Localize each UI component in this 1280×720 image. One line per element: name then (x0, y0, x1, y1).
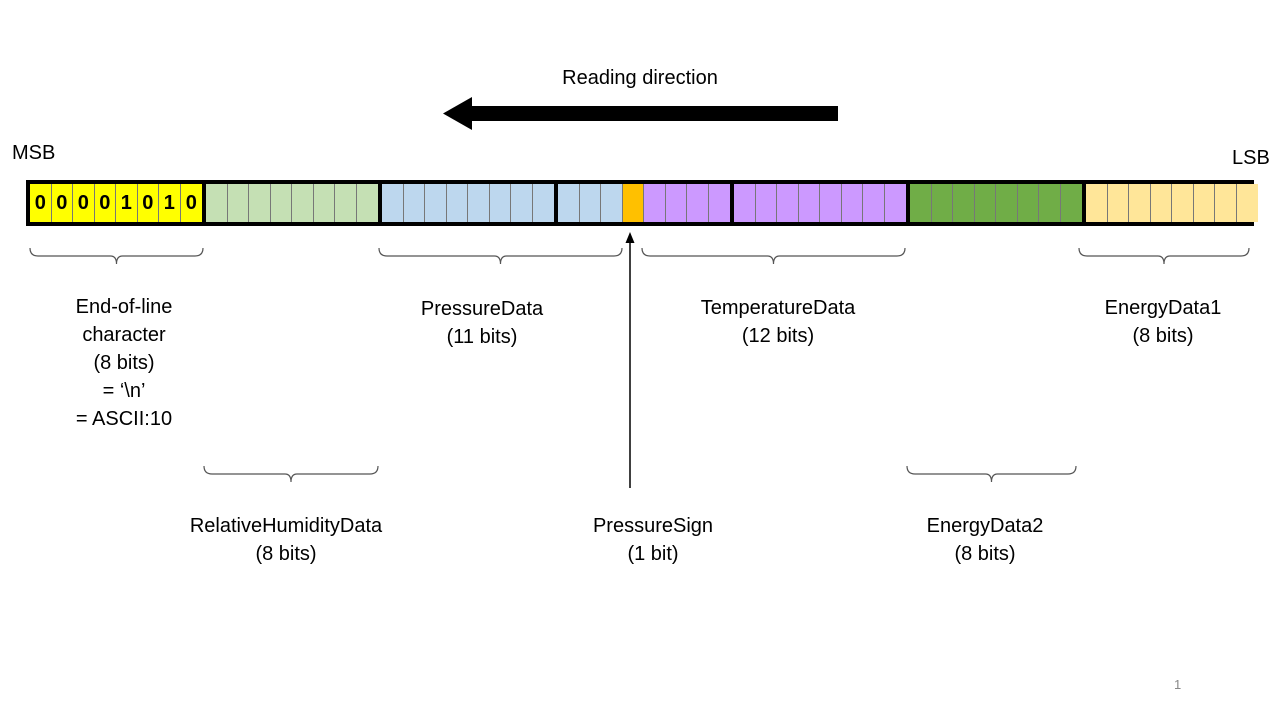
energy1-bit-cell (1107, 184, 1129, 222)
eol-label-line: End-of-line (75, 296, 173, 318)
temperature-bit-cell (863, 184, 885, 222)
msb-label: MSB (12, 142, 56, 164)
humidity-bit-cell (270, 184, 292, 222)
pressure-bit-cell (468, 184, 490, 222)
sign-label-bits: (1 bit) (627, 543, 679, 565)
sign-label: PressureSign (1 bit) (573, 512, 733, 568)
humidity-label-name: RelativeHumidityData (189, 515, 383, 537)
humidity-label: RelativeHumidityData (8 bits) (166, 512, 406, 568)
temperature-bit-cell (644, 184, 666, 222)
temperature-bit-cell (884, 184, 906, 222)
humidity-bit-cell (249, 184, 271, 222)
pressure-bit-cell (446, 184, 468, 222)
temperature-label-bits: (12 bits) (741, 325, 815, 347)
eol-label-line: (8 bits) (93, 352, 155, 374)
arrow-head (443, 97, 472, 130)
reading-direction-title: Reading direction (562, 67, 718, 89)
humidity-brace (203, 465, 379, 483)
temperature-label: TemperatureData (12 bits) (668, 294, 888, 350)
pressure-bit-cell (511, 184, 533, 222)
sign-bit-cell (622, 184, 644, 222)
humidity-bit-cell (227, 184, 249, 222)
energy1-bit-cell (1086, 184, 1108, 222)
temperature-bit-cell (755, 184, 777, 222)
energy1-bit-cell (1150, 184, 1172, 222)
eol-bit-cell: 0 (137, 184, 159, 222)
pressure-bit-cell (382, 184, 404, 222)
temperature-bit-cell (841, 184, 863, 222)
pressure-label-bits: (11 bits) (446, 326, 518, 348)
pressure-bit-cell (489, 184, 511, 222)
humidity-bit-cell (292, 184, 314, 222)
energy2-bit-cell (910, 184, 932, 222)
pressure-bit-cell (403, 184, 425, 222)
pressure-bit-cell (601, 184, 623, 222)
lsb-label: LSB (1232, 147, 1270, 169)
energy2-bit-cell (974, 184, 996, 222)
temperature-bit-cell (687, 184, 709, 222)
eol-bit-cell: 0 (73, 184, 95, 222)
energy1-label-bits: (8 bits) (1132, 325, 1194, 347)
eol-label: End-of-line character (8 bits) = ‘\n’ = … (44, 293, 204, 433)
arrow-shaft (470, 106, 838, 121)
pressure-bit-cell (425, 184, 447, 222)
eol-bit-cell: 0 (180, 184, 202, 222)
pressure-bit-cell (558, 184, 580, 222)
temperature-label-name: TemperatureData (700, 297, 856, 319)
eol-bit-cell: 1 (159, 184, 181, 222)
eol-brace (29, 247, 204, 265)
energy2-brace (906, 465, 1077, 483)
energy1-bit-cell (1236, 184, 1258, 222)
pressure-bit-cell (532, 184, 554, 222)
energy2-bit-cell (996, 184, 1018, 222)
temperature-brace (641, 247, 906, 265)
energy1-bit-cell (1172, 184, 1194, 222)
humidity-bit-cell (335, 184, 357, 222)
energy1-bit-cell (1129, 184, 1151, 222)
energy2-bit-cell (1017, 184, 1039, 222)
eol-bit-cell: 0 (51, 184, 73, 222)
eol-label-line: = ASCII:10 (75, 408, 173, 430)
energy2-bit-cell (1060, 184, 1082, 222)
eol-bit-cell: 0 (94, 184, 116, 222)
temperature-bit-cell (798, 184, 820, 222)
eol-bit-cell: 0 (30, 184, 52, 222)
eol-label-line: = ‘\n’ (102, 380, 146, 402)
page-number: 1 (1174, 677, 1182, 692)
energy2-label-bits: (8 bits) (954, 543, 1016, 565)
energy2-bit-cell (931, 184, 953, 222)
energy2-bit-cell (1039, 184, 1061, 222)
pressure-label-name: PressureData (420, 298, 544, 320)
humidity-bit-cell (206, 184, 228, 222)
temperature-bit-cell (820, 184, 842, 222)
sign-label-name: PressureSign (592, 515, 714, 537)
energy1-label: EnergyData1 (8 bits) (1083, 294, 1243, 350)
energy1-bit-cell (1215, 184, 1237, 222)
humidity-label-bits: (8 bits) (255, 543, 317, 565)
energy1-bit-cell (1193, 184, 1215, 222)
energy1-label-name: EnergyData1 (1104, 297, 1222, 319)
pressure-brace (378, 247, 623, 265)
eol-label-line: character (82, 324, 166, 346)
energy2-label-name: EnergyData2 (926, 515, 1044, 537)
pressure-label: PressureData (11 bits) (402, 295, 562, 351)
pressure-sign-pointer-head (625, 232, 635, 243)
humidity-bit-cell (313, 184, 335, 222)
temperature-bit-cell (777, 184, 799, 222)
temperature-bit-cell (665, 184, 687, 222)
energy1-brace (1078, 247, 1250, 265)
humidity-bit-cell (356, 184, 378, 222)
energy2-label: EnergyData2 (8 bits) (905, 512, 1065, 568)
energy2-bit-cell (953, 184, 975, 222)
temperature-bit-cell (708, 184, 730, 222)
pressure-bit-cell (579, 184, 601, 222)
eol-bit-cell: 1 (116, 184, 138, 222)
temperature-bit-cell (734, 184, 756, 222)
